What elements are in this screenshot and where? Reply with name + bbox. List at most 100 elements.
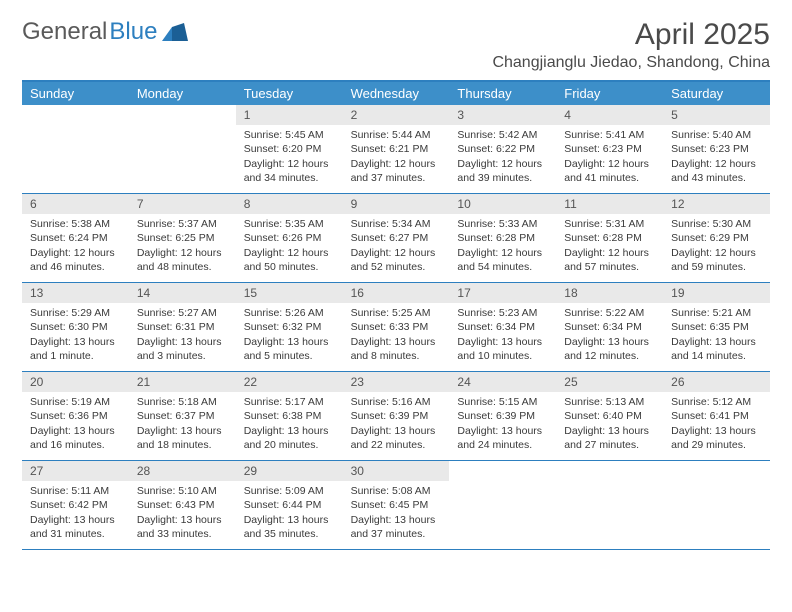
daylight-text: Daylight: 12 hours and 46 minutes. — [30, 246, 121, 274]
calendar-cell: 22 Sunrise: 5:17 AMSunset: 6:38 PMDayligh… — [236, 372, 343, 460]
sunset-text: Sunset: 6:29 PM — [671, 231, 762, 245]
daylight-text: Daylight: 12 hours and 48 minutes. — [137, 246, 228, 274]
day-info: Sunrise: 5:44 AMSunset: 6:21 PMDaylight:… — [343, 125, 450, 191]
sunrise-text: Sunrise: 5:21 AM — [671, 306, 762, 320]
daylight-text: Daylight: 12 hours and 39 minutes. — [457, 157, 548, 185]
daylight-text: Daylight: 13 hours and 14 minutes. — [671, 335, 762, 363]
calendar-week: 1Sunrise: 5:45 AMSunset: 6:20 PMDaylight… — [22, 105, 770, 194]
day-info: Sunrise: 5:37 AMSunset: 6:25 PMDaylight:… — [129, 214, 236, 280]
calendar-cell: 4Sunrise: 5:41 AMSunset: 6:23 PMDaylight… — [556, 105, 663, 193]
month-title: April 2025 — [492, 18, 770, 52]
daylight-text: Daylight: 13 hours and 24 minutes. — [457, 424, 548, 452]
sunrise-text: Sunrise: 5:27 AM — [137, 306, 228, 320]
calendar-cell: 26Sunrise: 5:12 AMSunset: 6:41 PMDayligh… — [663, 372, 770, 460]
calendar-cell: 17Sunrise: 5:23 AMSunset: 6:34 PMDayligh… — [449, 283, 556, 371]
day-number: 12 — [663, 194, 770, 214]
day-number: 24 — [449, 372, 556, 392]
day-number: 22 — [236, 372, 343, 392]
day-info: Sunrise: 5:12 AMSunset: 6:41 PMDaylight:… — [663, 392, 770, 458]
day-info: Sunrise: 5:21 AMSunset: 6:35 PMDaylight:… — [663, 303, 770, 369]
day-number — [22, 105, 129, 109]
calendar-cell: 10Sunrise: 5:33 AMSunset: 6:28 PMDayligh… — [449, 194, 556, 282]
day-info: Sunrise: 5:11 AMSunset: 6:42 PMDaylight:… — [22, 481, 129, 547]
day-number — [129, 105, 236, 109]
calendar-cell — [129, 105, 236, 193]
daylight-text: Daylight: 13 hours and 37 minutes. — [351, 513, 442, 541]
day-number: 5 — [663, 105, 770, 125]
sunset-text: Sunset: 6:21 PM — [351, 142, 442, 156]
daylight-text: Daylight: 12 hours and 54 minutes. — [457, 246, 548, 274]
sunset-text: Sunset: 6:27 PM — [351, 231, 442, 245]
day-info: Sunrise: 5:15 AMSunset: 6:39 PMDaylight:… — [449, 392, 556, 458]
day-info: Sunrise: 5:33 AMSunset: 6:28 PMDaylight:… — [449, 214, 556, 280]
sunrise-text: Sunrise: 5:12 AM — [671, 395, 762, 409]
day-info: Sunrise: 5:26 AMSunset: 6:32 PMDaylight:… — [236, 303, 343, 369]
sunset-text: Sunset: 6:24 PM — [30, 231, 121, 245]
day-number: 6 — [22, 194, 129, 214]
day-number — [663, 461, 770, 465]
sunrise-text: Sunrise: 5:22 AM — [564, 306, 655, 320]
daylight-text: Daylight: 12 hours and 59 minutes. — [671, 246, 762, 274]
day-info: Sunrise: 5:34 AMSunset: 6:27 PMDaylight:… — [343, 214, 450, 280]
calendar: Sunday Monday Tuesday Wednesday Thursday… — [22, 80, 770, 550]
sunset-text: Sunset: 6:40 PM — [564, 409, 655, 423]
day-number: 20 — [22, 372, 129, 392]
sunrise-text: Sunrise: 5:17 AM — [244, 395, 335, 409]
sunset-text: Sunset: 6:25 PM — [137, 231, 228, 245]
day-info: Sunrise: 5:22 AMSunset: 6:34 PMDaylight:… — [556, 303, 663, 369]
daylight-text: Daylight: 13 hours and 1 minute. — [30, 335, 121, 363]
sunrise-text: Sunrise: 5:42 AM — [457, 128, 548, 142]
sunrise-text: Sunrise: 5:33 AM — [457, 217, 548, 231]
daylight-text: Daylight: 13 hours and 10 minutes. — [457, 335, 548, 363]
daylight-text: Daylight: 13 hours and 16 minutes. — [30, 424, 121, 452]
day-number — [449, 461, 556, 465]
sunrise-text: Sunrise: 5:30 AM — [671, 217, 762, 231]
calendar-cell — [22, 105, 129, 193]
sunset-text: Sunset: 6:33 PM — [351, 320, 442, 334]
daylight-text: Daylight: 13 hours and 31 minutes. — [30, 513, 121, 541]
calendar-cell — [449, 461, 556, 549]
sunset-text: Sunset: 6:38 PM — [244, 409, 335, 423]
sunrise-text: Sunrise: 5:35 AM — [244, 217, 335, 231]
sunset-text: Sunset: 6:32 PM — [244, 320, 335, 334]
calendar-cell: 25Sunrise: 5:13 AMSunset: 6:40 PMDayligh… — [556, 372, 663, 460]
daylight-text: Daylight: 13 hours and 8 minutes. — [351, 335, 442, 363]
calendar-cell: 23Sunrise: 5:16 AMSunset: 6:39 PMDayligh… — [343, 372, 450, 460]
calendar-cell: 1Sunrise: 5:45 AMSunset: 6:20 PMDaylight… — [236, 105, 343, 193]
day-number: 10 — [449, 194, 556, 214]
calendar-cell: 14Sunrise: 5:27 AMSunset: 6:31 PMDayligh… — [129, 283, 236, 371]
calendar-cell: 29Sunrise: 5:09 AMSunset: 6:44 PMDayligh… — [236, 461, 343, 549]
day-number: 30 — [343, 461, 450, 481]
daylight-text: Daylight: 13 hours and 20 minutes. — [244, 424, 335, 452]
day-number: 25 — [556, 372, 663, 392]
weekday-header: Friday — [556, 82, 663, 105]
calendar-week: 20Sunrise: 5:19 AMSunset: 6:36 PMDayligh… — [22, 372, 770, 461]
sunset-text: Sunset: 6:37 PM — [137, 409, 228, 423]
weekday-header: Sunday — [22, 82, 129, 105]
daylight-text: Daylight: 12 hours and 41 minutes. — [564, 157, 655, 185]
day-info: Sunrise: 5:38 AMSunset: 6:24 PMDaylight:… — [22, 214, 129, 280]
day-info: Sunrise: 5:19 AMSunset: 6:36 PMDaylight:… — [22, 392, 129, 458]
sunrise-text: Sunrise: 5:18 AM — [137, 395, 228, 409]
calendar-week: 27Sunrise: 5:11 AMSunset: 6:42 PMDayligh… — [22, 461, 770, 550]
sunrise-text: Sunrise: 5:38 AM — [30, 217, 121, 231]
sunset-text: Sunset: 6:42 PM — [30, 498, 121, 512]
sunset-text: Sunset: 6:39 PM — [351, 409, 442, 423]
brand-part1: General — [22, 18, 107, 46]
day-number: 8 — [236, 194, 343, 214]
sunset-text: Sunset: 6:23 PM — [671, 142, 762, 156]
daylight-text: Daylight: 13 hours and 33 minutes. — [137, 513, 228, 541]
sunset-text: Sunset: 6:39 PM — [457, 409, 548, 423]
sunset-text: Sunset: 6:36 PM — [30, 409, 121, 423]
day-info: Sunrise: 5:18 AMSunset: 6:37 PMDaylight:… — [129, 392, 236, 458]
daylight-text: Daylight: 13 hours and 12 minutes. — [564, 335, 655, 363]
sunset-text: Sunset: 6:28 PM — [457, 231, 548, 245]
sunrise-text: Sunrise: 5:19 AM — [30, 395, 121, 409]
page-header: GeneralBlue April 2025 Changjianglu Jied… — [22, 18, 770, 72]
daylight-text: Daylight: 12 hours and 37 minutes. — [351, 157, 442, 185]
sunset-text: Sunset: 6:43 PM — [137, 498, 228, 512]
day-info: Sunrise: 5:35 AMSunset: 6:26 PMDaylight:… — [236, 214, 343, 280]
day-number: 14 — [129, 283, 236, 303]
weekday-header: Monday — [129, 82, 236, 105]
sunset-text: Sunset: 6:44 PM — [244, 498, 335, 512]
